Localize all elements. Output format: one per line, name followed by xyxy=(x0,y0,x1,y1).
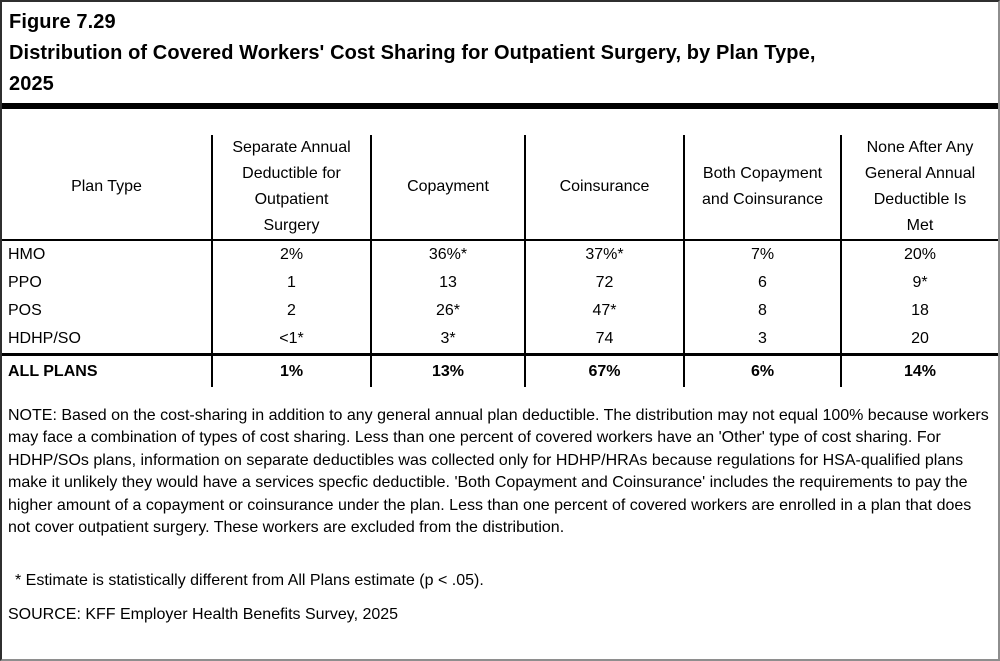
table-header-row: Plan Type Separate Annual Deductible for… xyxy=(2,135,998,241)
column-header-coinsurance: Coinsurance xyxy=(524,135,684,241)
table-container: Plan Type Separate Annual Deductible for… xyxy=(2,135,998,387)
cost-sharing-table: Plan Type Separate Annual Deductible for… xyxy=(2,135,998,387)
table-cell: 3 xyxy=(683,325,841,355)
table-cell: 20 xyxy=(840,325,998,355)
table-cell: 9* xyxy=(840,269,998,297)
plan-label: HDHP/SO xyxy=(8,330,81,347)
figure-label: Figure 7.29 xyxy=(9,11,116,33)
table-row-ppo: PPO 1 13 72 6 9* xyxy=(2,269,998,297)
figure-title: Distribution of Covered Workers' Cost Sh… xyxy=(9,42,816,64)
table-cell: 67% xyxy=(524,353,684,387)
table-cell: 13 xyxy=(370,269,525,297)
table-cell: 6 xyxy=(683,269,841,297)
figure-title-block: Figure 7.29 Distribution of Covered Work… xyxy=(2,2,998,100)
table-cell: 1 xyxy=(211,269,371,297)
column-header-none-after-deductible: None After Any General Annual Deductible… xyxy=(840,135,998,241)
table-cell: 7% xyxy=(683,240,841,269)
table-cell: 74 xyxy=(524,325,684,355)
table-cell: 3* xyxy=(370,325,525,355)
title-divider-rule xyxy=(2,103,998,109)
table-cell: 6% xyxy=(683,353,841,387)
column-header-plan-type: Plan Type xyxy=(2,135,212,241)
table-cell: 18 xyxy=(840,297,998,325)
table-cell: 2 xyxy=(211,297,371,325)
table-row-pos: POS 2 26* 47* 8 18 xyxy=(2,297,998,325)
table-cell: 8 xyxy=(683,297,841,325)
table-cell: 14% xyxy=(840,353,998,387)
column-header-separate-deductible: Separate Annual Deductible for Outpatien… xyxy=(211,135,371,241)
source-line: SOURCE: KFF Employer Health Benefits Sur… xyxy=(8,606,399,624)
plan-label: HMO xyxy=(8,246,46,263)
table-cell: 36%* xyxy=(370,240,525,269)
plan-label: ALL PLANS xyxy=(2,353,212,387)
table-cell: 13% xyxy=(370,353,525,387)
table-row-hdhp-so: HDHP/SO <1* 3* 74 3 20 xyxy=(2,325,998,355)
table-cell: 37%* xyxy=(524,240,684,269)
table-row-all-plans: ALL PLANS 1% 13% 67% 6% 14% xyxy=(2,353,998,387)
table-cell: 72 xyxy=(524,269,684,297)
table-cell: 1% xyxy=(211,353,371,387)
statistical-footnote: * Estimate is statistically different fr… xyxy=(15,572,484,590)
plan-label: POS xyxy=(8,302,42,319)
plan-label: PPO xyxy=(8,274,42,291)
table-row-hmo: HMO 2% 36%* 37%* 7% 20% xyxy=(2,240,998,269)
table-cell: 2% xyxy=(211,240,371,269)
table-cell: 20% xyxy=(840,240,998,269)
column-header-copayment: Copayment xyxy=(370,135,525,241)
figure-title-year: 2025 xyxy=(9,73,54,95)
table-cell: 26* xyxy=(370,297,525,325)
table-cell: 47* xyxy=(524,297,684,325)
column-header-both: Both Copayment and Coinsurance xyxy=(683,135,841,241)
note-paragraph: NOTE: Based on the cost-sharing in addit… xyxy=(8,407,989,537)
table-cell: <1* xyxy=(211,325,371,355)
